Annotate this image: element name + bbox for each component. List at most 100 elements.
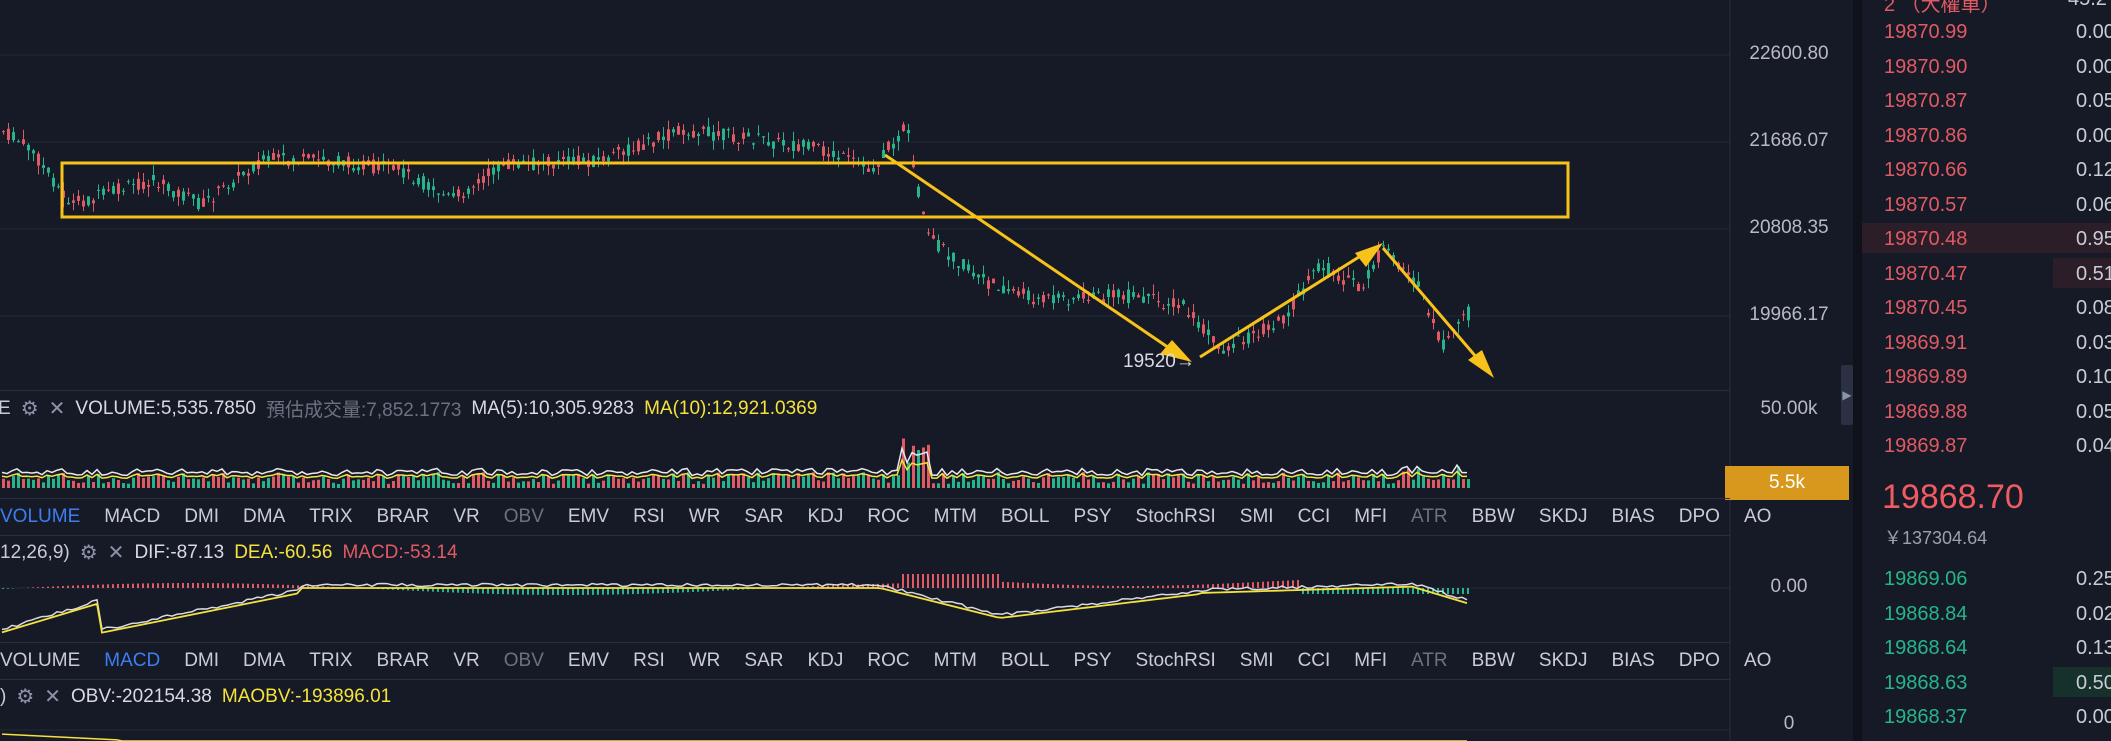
indicator-tab-emv[interactable]: EMV <box>567 650 610 671</box>
volume-bar <box>1027 478 1030 488</box>
macd-histogram-bar <box>1117 585 1119 588</box>
indicator-tab-rsi[interactable]: RSI <box>633 506 665 527</box>
bid-row[interactable]: 19868.63 0.50 <box>1862 665 2111 699</box>
ask-row[interactable]: 19870.99 0.00 <box>1862 14 2111 48</box>
indicator-tab-trix[interactable]: TRIX <box>309 506 353 527</box>
indicator-tab-ao[interactable]: AO <box>1743 506 1772 527</box>
macd-dif-line <box>1 582 1468 631</box>
vol-ma5-line <box>1 445 1468 477</box>
candle-body <box>882 149 885 158</box>
indicator-tab-mtm[interactable]: MTM <box>933 506 977 527</box>
indicator-tab-emv[interactable]: EMV <box>567 506 610 527</box>
volume-bar <box>377 473 380 488</box>
candle-body <box>942 244 945 246</box>
indicator-tab-volume[interactable]: VOLUME <box>0 506 81 527</box>
order-book[interactable]: 2 （大權單） 45.2 19870.990.0019870.900.00198… <box>1862 0 2111 741</box>
indicator-tab-dpo[interactable]: DPO <box>1678 650 1720 671</box>
close-icon[interactable]: ✕ <box>107 542 125 564</box>
indicator-tab-dmi[interactable]: DMI <box>184 506 220 527</box>
chart-scroll-handle[interactable]: ▶ <box>1841 365 1853 425</box>
indicator-tab-roc[interactable]: ROC <box>867 650 910 671</box>
settings-icon[interactable]: ⚙ <box>20 398 39 420</box>
indicator-tab-vr[interactable]: VR <box>453 506 480 527</box>
ask-row[interactable]: 19870.87 0.05 <box>1862 83 2111 117</box>
indicator-tab-macd[interactable]: MACD <box>104 650 161 671</box>
ask-row[interactable]: 19869.88 0.05 <box>1862 394 2111 428</box>
indicator-tab-ao[interactable]: AO <box>1743 650 1772 671</box>
indicator-tab-sar[interactable]: SAR <box>744 506 784 527</box>
indicator-tab-dma[interactable]: DMA <box>243 506 286 527</box>
bid-row[interactable]: 19869.06 0.25 <box>1862 561 2111 595</box>
candle-body <box>1252 330 1255 334</box>
bid-row[interactable]: 19868.37 0.00 <box>1862 699 2111 733</box>
ask-row[interactable]: 19869.91 0.03 <box>1862 325 2111 359</box>
indicator-tab-wr[interactable]: WR <box>688 506 721 527</box>
ask-row[interactable]: 19869.89 0.10 <box>1862 359 2111 393</box>
indicator-tab-dma[interactable]: DMA <box>243 650 286 671</box>
indicator-tab-dmi[interactable]: DMI <box>184 650 220 671</box>
indicator-tab-kdj[interactable]: KDJ <box>807 650 844 671</box>
volume-bar <box>1132 478 1135 488</box>
indicator-tab-bbw[interactable]: BBW <box>1471 506 1515 527</box>
indicator-tab-brar[interactable]: BRAR <box>376 506 430 527</box>
macd-histogram-bar <box>952 574 954 588</box>
indicator-tab-vr[interactable]: VR <box>453 650 480 671</box>
ask-row[interactable]: 19870.57 0.06 <box>1862 187 2111 221</box>
ask-row[interactable]: 19870.45 0.08 <box>1862 290 2111 324</box>
settings-icon[interactable]: ⚙ <box>79 542 98 564</box>
indicator-tab-stochrsi[interactable]: StochRSI <box>1135 506 1216 527</box>
indicator-tab-obv[interactable]: OBV <box>503 650 544 671</box>
indicator-tab-atr[interactable]: ATR <box>1411 650 1448 671</box>
indicator-tab-psy[interactable]: PSY <box>1073 650 1112 671</box>
obv-line-line <box>1 733 1467 741</box>
ask-row[interactable]: 19870.47 0.51 <box>1862 256 2111 290</box>
indicator-tab-atr[interactable]: ATR <box>1411 506 1448 527</box>
indicator-tab-bias[interactable]: BIAS <box>1611 506 1655 527</box>
close-icon[interactable]: ✕ <box>48 398 66 420</box>
volume-bar <box>602 480 605 488</box>
indicator-tab-trix[interactable]: TRIX <box>309 650 353 671</box>
indicator-tab-mfi[interactable]: MFI <box>1354 506 1388 527</box>
ask-row[interactable]: 19870.90 0.00 <box>1862 49 2111 83</box>
indicator-tab-psy[interactable]: PSY <box>1073 506 1112 527</box>
candlestick-chart[interactable] <box>0 0 1853 741</box>
indicator-tab-cci[interactable]: CCI <box>1297 506 1331 527</box>
ask-row[interactable]: 19870.86 0.00 <box>1862 118 2111 152</box>
indicator-tab-roc[interactable]: ROC <box>867 506 910 527</box>
indicator-tab-smi[interactable]: SMI <box>1239 650 1274 671</box>
indicator-tab-volume[interactable]: VOLUME <box>0 650 81 671</box>
indicator-tab-wr[interactable]: WR <box>688 650 721 671</box>
indicator-tab-brar[interactable]: BRAR <box>376 650 430 671</box>
macd-histogram-bar <box>202 583 204 588</box>
indicator-tab-boll[interactable]: BOLL <box>1000 650 1050 671</box>
settings-icon[interactable]: ⚙ <box>16 686 35 708</box>
indicator-tab-smi[interactable]: SMI <box>1239 506 1274 527</box>
ask-row[interactable]: 19870.66 0.12 <box>1862 152 2111 186</box>
indicator-tab-sar[interactable]: SAR <box>744 650 784 671</box>
ask-row[interactable]: 19869.87 0.04 <box>1862 428 2111 462</box>
indicator-tab-bias[interactable]: BIAS <box>1611 650 1655 671</box>
indicator-tab-kdj[interactable]: KDJ <box>807 506 844 527</box>
indicator-tab-rsi[interactable]: RSI <box>633 650 665 671</box>
indicator-tab-bbw[interactable]: BBW <box>1471 650 1515 671</box>
macd-histogram-bar <box>1022 582 1024 588</box>
macd-histogram-bar <box>197 583 199 588</box>
chart-area[interactable]: 22600.80 21686.07 20808.35 19966.17 1952… <box>0 0 1853 741</box>
ask-row[interactable]: 19870.48 0.95 <box>1862 221 2111 255</box>
macd-histogram-bar <box>712 588 714 592</box>
indicator-tab-skdj[interactable]: SKDJ <box>1538 650 1588 671</box>
indicator-tab-mfi[interactable]: MFI <box>1354 650 1388 671</box>
indicator-tab-mtm[interactable]: MTM <box>933 650 977 671</box>
bid-row[interactable]: 19868.84 0.02 <box>1862 596 2111 630</box>
indicator-tab-obv[interactable]: OBV <box>503 506 544 527</box>
indicator-tab-skdj[interactable]: SKDJ <box>1538 506 1588 527</box>
indicator-tab-cci[interactable]: CCI <box>1297 650 1331 671</box>
volume-bar <box>232 477 235 488</box>
indicator-tab-dpo[interactable]: DPO <box>1678 506 1720 527</box>
volume-bar <box>337 483 340 488</box>
close-icon[interactable]: ✕ <box>44 686 62 708</box>
indicator-tab-stochrsi[interactable]: StochRSI <box>1135 650 1216 671</box>
bid-row[interactable]: 19868.64 0.13 <box>1862 630 2111 664</box>
indicator-tab-boll[interactable]: BOLL <box>1000 506 1050 527</box>
indicator-tab-macd[interactable]: MACD <box>104 506 161 527</box>
